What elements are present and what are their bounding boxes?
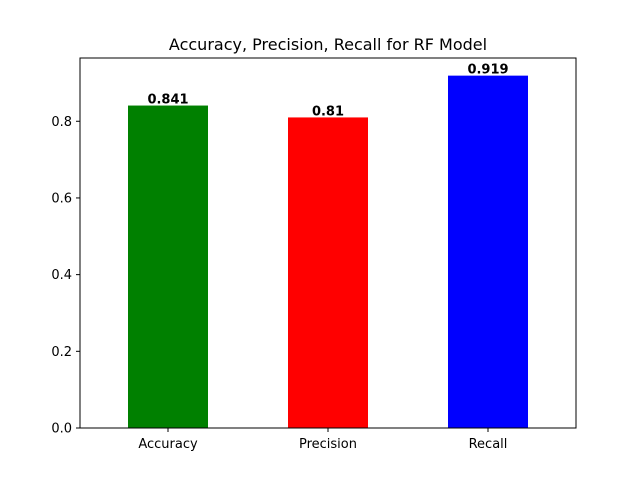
bars-layer bbox=[128, 75, 528, 429]
x-tick-label-precision: Precision bbox=[299, 437, 357, 452]
y-tick-label-3: 0.6 bbox=[51, 191, 72, 206]
value-label-recall: 0.919 bbox=[467, 63, 508, 78]
x-tick-label-accuracy: Accuracy bbox=[138, 437, 198, 452]
value-label-precision: 0.81 bbox=[312, 104, 344, 119]
bar-precision bbox=[288, 117, 368, 428]
plot-frame bbox=[79, 57, 577, 429]
y-tick-label-1: 0.2 bbox=[51, 345, 72, 360]
y-tick-label-4: 0.8 bbox=[51, 115, 72, 130]
x-tick-label-recall: Recall bbox=[469, 437, 508, 452]
x-axis-ticks: Accuracy Precision Recall bbox=[138, 428, 507, 452]
bar-recall bbox=[448, 75, 528, 429]
y-tick-label-2: 0.4 bbox=[51, 268, 72, 283]
y-tick-label-0: 0.0 bbox=[51, 422, 72, 437]
bar-accuracy bbox=[128, 105, 208, 429]
value-label-accuracy: 0.841 bbox=[147, 93, 188, 108]
y-axis-ticks: 0.0 0.2 0.4 0.6 0.8 bbox=[51, 115, 80, 437]
value-labels-layer: 0.841 0.81 0.919 bbox=[147, 63, 508, 120]
chart-title: Accuracy, Precision, Recall for RF Model bbox=[169, 35, 487, 54]
